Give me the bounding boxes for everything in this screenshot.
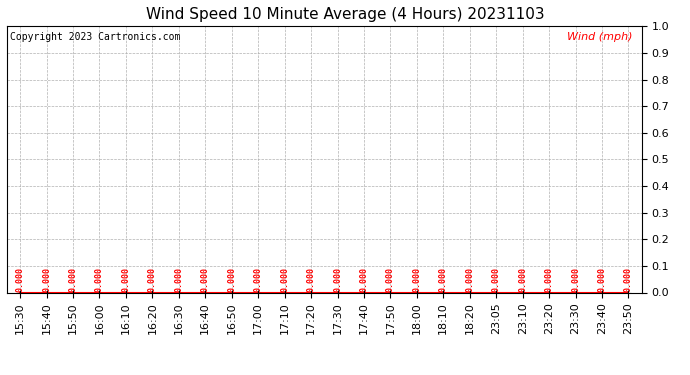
Text: 0.000: 0.000 (121, 267, 130, 292)
Text: Wind Speed 10 Minute Average (4 Hours) 20231103: Wind Speed 10 Minute Average (4 Hours) 2… (146, 8, 544, 22)
Text: 0.000: 0.000 (544, 267, 553, 292)
Text: 0.000: 0.000 (16, 267, 25, 292)
Text: 0.000: 0.000 (227, 267, 236, 292)
Text: Wind (mph): Wind (mph) (566, 32, 632, 42)
Text: 0.000: 0.000 (333, 267, 342, 292)
Text: 0.000: 0.000 (465, 267, 474, 292)
Text: Copyright 2023 Cartronics.com: Copyright 2023 Cartronics.com (10, 32, 181, 42)
Text: 0.000: 0.000 (306, 267, 315, 292)
Text: 0.000: 0.000 (201, 267, 210, 292)
Text: 0.000: 0.000 (175, 267, 184, 292)
Text: 0.000: 0.000 (359, 267, 368, 292)
Text: 0.000: 0.000 (598, 267, 607, 292)
Text: 0.000: 0.000 (148, 267, 157, 292)
Text: 0.000: 0.000 (492, 267, 501, 292)
Text: 0.000: 0.000 (68, 267, 77, 292)
Text: 0.000: 0.000 (518, 267, 527, 292)
Text: 0.000: 0.000 (571, 267, 580, 292)
Text: 0.000: 0.000 (280, 267, 289, 292)
Text: 0.000: 0.000 (42, 267, 51, 292)
Text: 0.000: 0.000 (413, 267, 422, 292)
Text: 0.000: 0.000 (254, 267, 263, 292)
Text: 0.000: 0.000 (624, 267, 633, 292)
Text: 0.000: 0.000 (439, 267, 448, 292)
Text: 0.000: 0.000 (95, 267, 104, 292)
Text: 0.000: 0.000 (386, 267, 395, 292)
